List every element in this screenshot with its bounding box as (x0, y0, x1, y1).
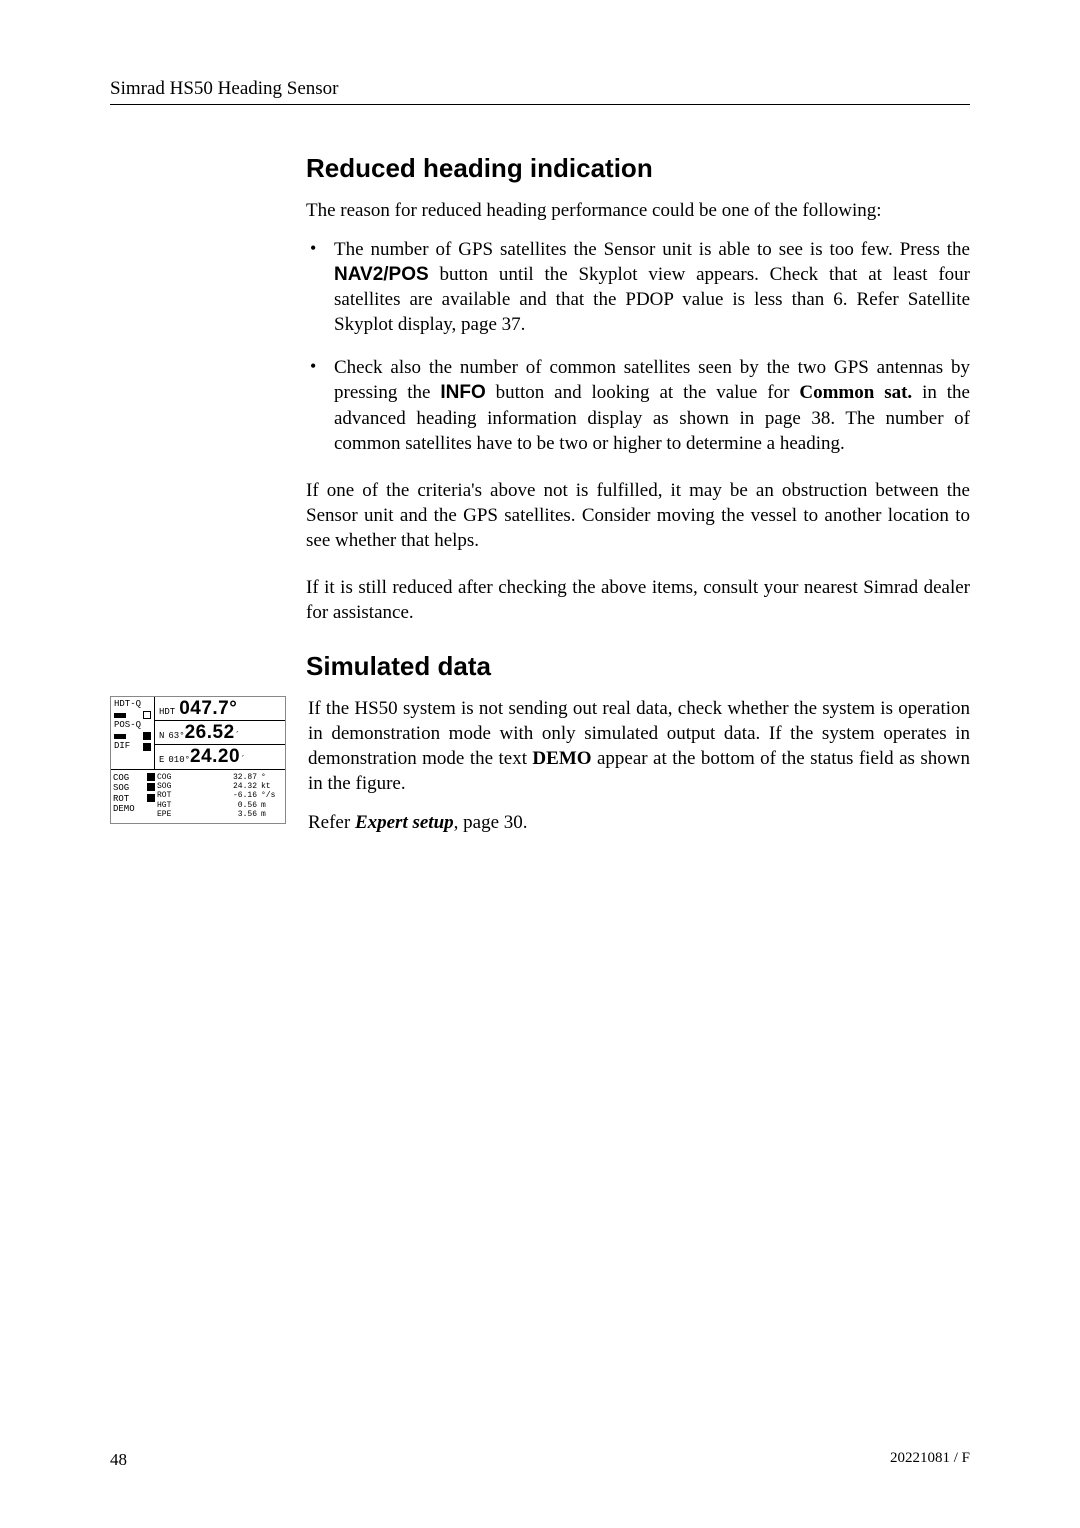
demo-bold: DEMO (532, 748, 591, 769)
dev-m-rot: ROT (157, 791, 191, 800)
dev-u-0: ° (261, 773, 283, 782)
bullet-1: The number of GPS satellites the Sensor … (306, 237, 970, 337)
bar-icon (114, 734, 126, 739)
dev-posq: POS-Q (114, 721, 141, 730)
dev-v-3: 0.56 (191, 801, 257, 810)
common-sat-label: Common sat. (799, 382, 912, 403)
info-label: INFO (440, 382, 485, 403)
dev-cog: COG (113, 773, 129, 783)
dev-lon-tick: ´ (240, 756, 245, 765)
dev-lat-min: 26.52 (185, 723, 235, 742)
page-footer: 48 20221081 / F (110, 1450, 970, 1470)
header-rule: Simrad HS50 Heading Sensor (110, 78, 970, 105)
dev-u-1: kt (261, 782, 283, 791)
refer-pre: Refer (308, 812, 355, 833)
dev-m-hgt: HGT (157, 801, 191, 810)
device-display-figure: HDT-Q POS-Q DIF HDT 047.7° N 63°26.52´ (110, 696, 286, 824)
dev-lon-min: 24.20 (190, 747, 240, 766)
dev-demo: DEMO (113, 804, 135, 814)
bullet-2: Check also the number of common satellit… (306, 355, 970, 455)
square-fill-icon (147, 783, 155, 791)
bullet-2-mid: button and looking at the value for (486, 382, 800, 403)
square-fill-icon (143, 732, 151, 740)
dev-hdt-value: 047.7 (179, 699, 229, 718)
square-fill-icon (147, 794, 155, 802)
square-fill-icon (147, 773, 155, 781)
page-number: 48 (110, 1450, 127, 1470)
dev-lat-prefix: N (159, 732, 164, 741)
dev-hdt-unit: ° (229, 699, 237, 718)
bullet-list: The number of GPS satellites the Sensor … (306, 237, 970, 456)
consult-para: If it is still reduced after checking th… (306, 575, 970, 625)
refer-post: , page 30. (454, 812, 528, 833)
dev-sog: SOG (113, 783, 129, 793)
heading-simulated: Simulated data (306, 651, 970, 682)
dev-u-3: m (261, 801, 283, 810)
dev-lon-deg: 010° (168, 756, 190, 765)
dev-hdt-label: HDT (159, 708, 175, 717)
dev-dif: DIF (114, 742, 130, 751)
intro-para: The reason for reduced heading performan… (306, 198, 970, 223)
nav2pos-label: NAV2/POS (334, 264, 429, 285)
refer-line: Refer Expert setup, page 30. (308, 812, 970, 834)
dev-lat-tick: ´ (235, 732, 240, 741)
dev-u-4: m (261, 810, 283, 819)
dev-v-2: -6.16 (191, 791, 257, 800)
expert-setup-ref: Expert setup (355, 812, 454, 833)
bullet-1-post: button until the Skyplot view appears. C… (334, 264, 970, 335)
dev-v-0: 32.87 (191, 773, 257, 782)
doc-reference: 20221081 / F (890, 1450, 970, 1470)
dev-hdtq: HDT-Q (114, 700, 141, 709)
header-title: Simrad HS50 Heading Sensor (110, 78, 339, 99)
dev-v-1: 24.32 (191, 782, 257, 791)
bar-icon (114, 713, 126, 718)
simulated-para: If the HS50 system is not sending out re… (308, 696, 970, 796)
square-icon (143, 711, 151, 719)
dev-lat-deg: 63° (168, 732, 184, 741)
dev-v-4: 3.56 (191, 810, 257, 819)
dev-lon-prefix: E (159, 756, 164, 765)
criteria-para: If one of the criteria's above not is fu… (306, 478, 970, 553)
dev-m-cog: COG (157, 773, 191, 782)
dev-m-epe: EPE (157, 810, 191, 819)
dev-u-2: °/s (261, 791, 283, 800)
dev-m-sog: SOG (157, 782, 191, 791)
square-fill-icon (143, 743, 151, 751)
bullet-1-pre: The number of GPS satellites the Sensor … (334, 239, 970, 260)
heading-reduced: Reduced heading indication (306, 153, 970, 184)
dev-rot: ROT (113, 794, 129, 804)
